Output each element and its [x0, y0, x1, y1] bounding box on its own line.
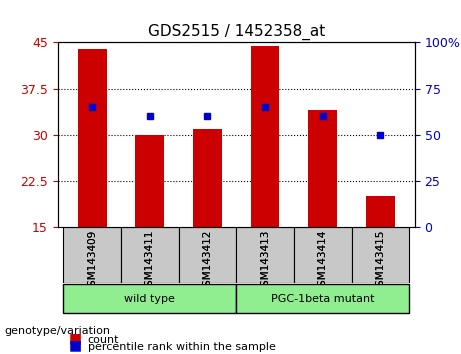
FancyBboxPatch shape [64, 227, 121, 283]
Text: GSM143414: GSM143414 [318, 230, 328, 293]
FancyBboxPatch shape [179, 227, 236, 283]
Text: GSM143412: GSM143412 [202, 230, 213, 293]
Text: genotype/variation: genotype/variation [5, 326, 111, 336]
Text: percentile rank within the sample: percentile rank within the sample [88, 342, 276, 352]
Bar [136, 135, 164, 227]
Bar [193, 129, 222, 227]
Bar [366, 196, 395, 227]
FancyBboxPatch shape [236, 284, 409, 313]
FancyBboxPatch shape [236, 227, 294, 283]
Text: GSM143412: GSM143412 [202, 230, 213, 293]
Text: GSM143414: GSM143414 [318, 230, 328, 293]
Text: GSM143409: GSM143409 [87, 230, 97, 293]
Text: GSM143409: GSM143409 [87, 230, 97, 293]
Title: GDS2515 / 1452358_at: GDS2515 / 1452358_at [148, 23, 325, 40]
Text: wild type: wild type [124, 294, 175, 304]
Text: GSM143413: GSM143413 [260, 230, 270, 293]
Text: GSM143415: GSM143415 [375, 230, 385, 293]
Text: GSM143415: GSM143415 [375, 230, 385, 293]
Bar [78, 48, 106, 227]
FancyBboxPatch shape [121, 227, 179, 283]
Text: GSM143411: GSM143411 [145, 230, 155, 293]
Bar [251, 46, 279, 227]
Text: count: count [88, 335, 119, 345]
Text: ■: ■ [69, 338, 82, 352]
FancyBboxPatch shape [351, 227, 409, 283]
Bar [308, 110, 337, 227]
Text: GSM143413: GSM143413 [260, 230, 270, 293]
FancyBboxPatch shape [64, 284, 236, 313]
FancyBboxPatch shape [294, 227, 351, 283]
Text: GSM143411: GSM143411 [145, 230, 155, 293]
Text: PGC-1beta mutant: PGC-1beta mutant [271, 294, 374, 304]
Text: ■: ■ [69, 331, 82, 345]
